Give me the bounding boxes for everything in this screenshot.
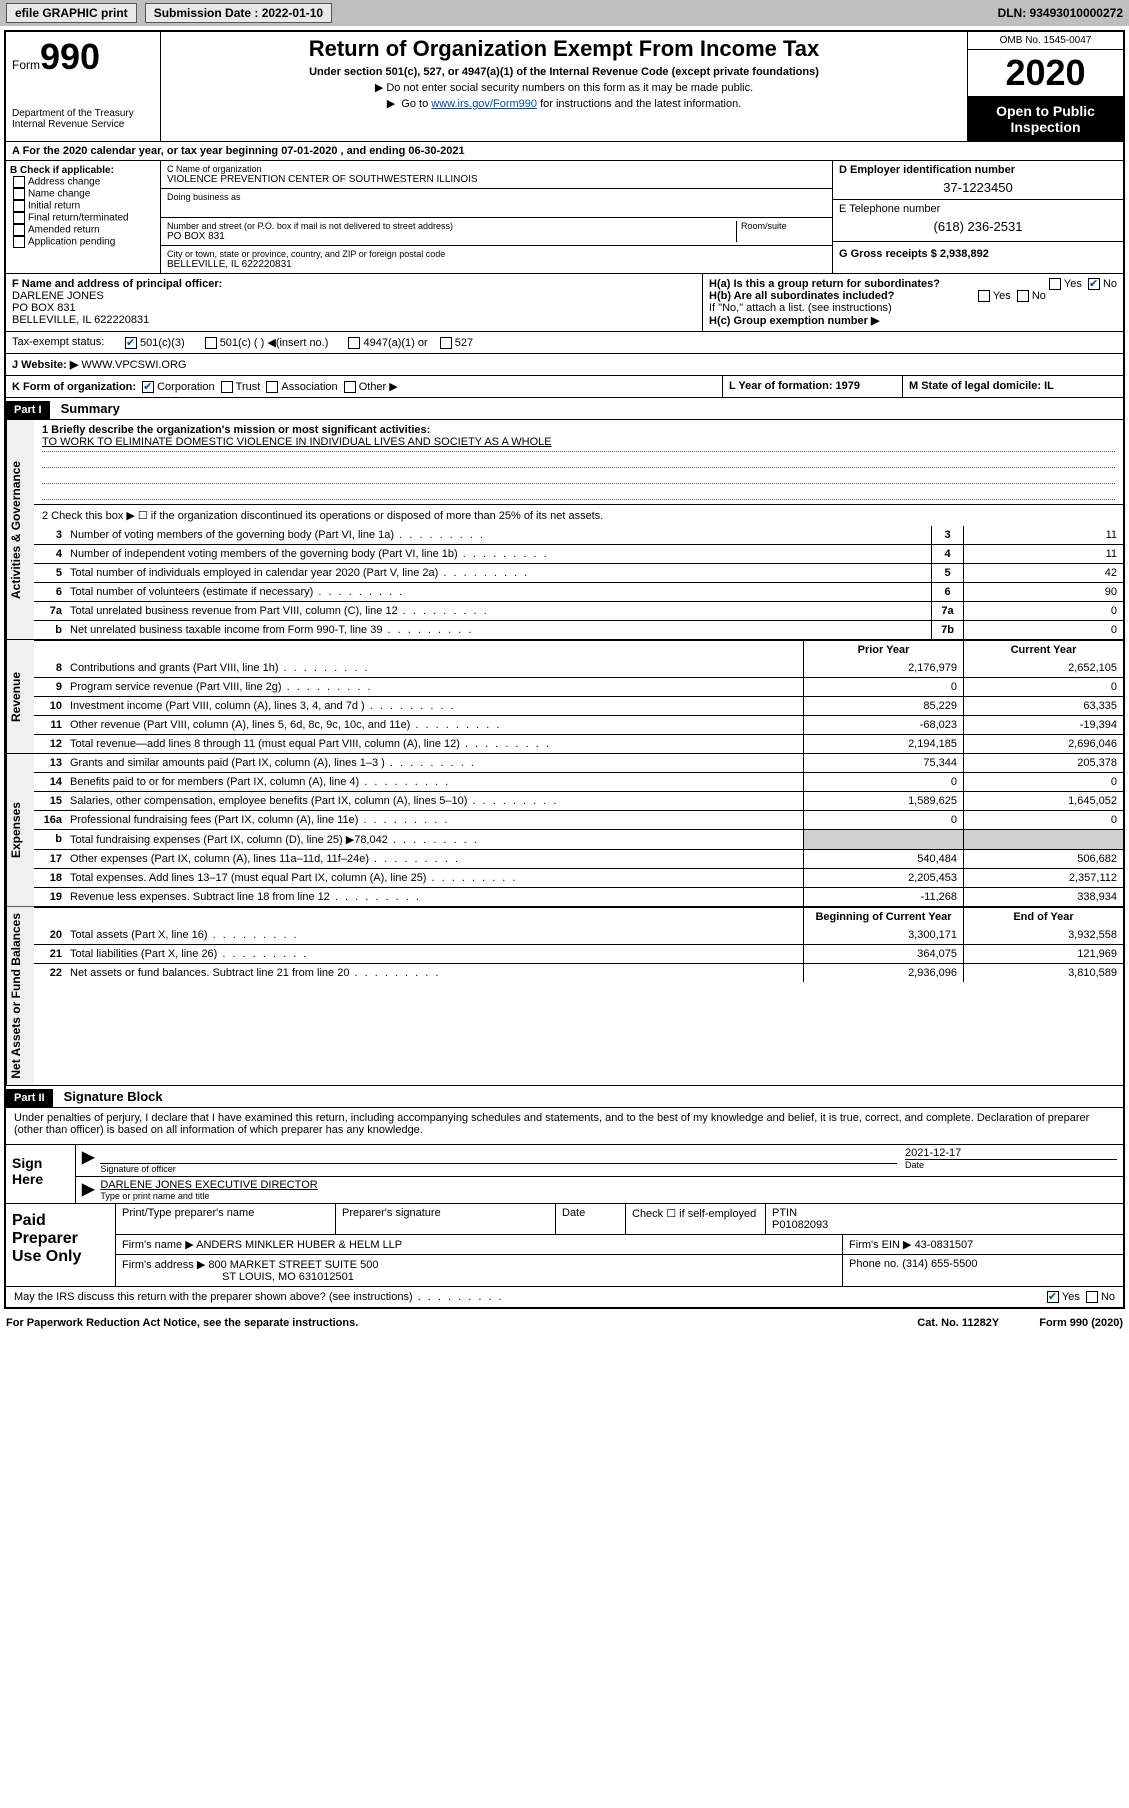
financial-line: bTotal fundraising expenses (Part IX, co… — [34, 829, 1123, 849]
gross-receipts: G Gross receipts $ 2,938,892 — [839, 248, 989, 260]
header-right: OMB No. 1545-0047 2020 Open to Public In… — [968, 32, 1123, 141]
tab-expenses: Expenses — [6, 754, 34, 906]
financial-line: 20Total assets (Part X, line 16)3,300,17… — [34, 926, 1123, 944]
checkbox-item[interactable]: Address change — [10, 176, 156, 188]
summary-line: bNet unrelated business taxable income f… — [34, 620, 1123, 639]
checkbox-item[interactable]: Name change — [10, 188, 156, 200]
checkbox-item[interactable]: Final return/terminated — [10, 212, 156, 224]
principal-officer: F Name and address of principal officer:… — [6, 274, 703, 331]
form-subtitle: Under section 501(c), 527, or 4947(a)(1)… — [167, 66, 961, 78]
financial-line: 8Contributions and grants (Part VIII, li… — [34, 659, 1123, 677]
financial-line: 14Benefits paid to or for members (Part … — [34, 772, 1123, 791]
page-footer: For Paperwork Reduction Act Notice, see … — [0, 1313, 1129, 1333]
checkbox-item[interactable]: Amended return — [10, 224, 156, 236]
irs-discuss-row: May the IRS discuss this return with the… — [6, 1286, 1123, 1307]
dept-treasury: Department of the Treasury — [12, 108, 154, 119]
part-2-header: Part II Signature Block — [6, 1085, 1123, 1107]
street-label: Number and street (or P.O. box if mail i… — [167, 221, 736, 231]
ein-label: D Employer identification number — [839, 164, 1117, 176]
checkbox-item[interactable]: Initial return — [10, 200, 156, 212]
section-governance: Activities & Governance 1 Briefly descri… — [6, 419, 1123, 639]
group-return: H(a) Is this a group return for subordin… — [703, 274, 1123, 331]
note-ssn: Do not enter social security numbers on … — [386, 82, 753, 94]
phone-value: (618) 236-2531 — [839, 215, 1117, 238]
summary-line: 6Total number of volunteers (estimate if… — [34, 582, 1123, 601]
financial-line: 11Other revenue (Part VIII, column (A), … — [34, 715, 1123, 734]
note-goto-prefix: Go to — [401, 98, 431, 110]
form-number: 990 — [40, 36, 100, 78]
header-center: Return of Organization Exempt From Incom… — [161, 32, 968, 141]
org-name-label: C Name of organization — [167, 164, 826, 174]
financial-line: 18Total expenses. Add lines 13–17 (must … — [34, 868, 1123, 887]
summary-line: 5Total number of individuals employed in… — [34, 563, 1123, 582]
top-toolbar: efile GRAPHIC print Submission Date : 20… — [0, 0, 1129, 26]
section-netassets: Net Assets or Fund Balances Beginning of… — [6, 906, 1123, 1085]
phone-label: E Telephone number — [839, 203, 1117, 215]
efile-graphic-button[interactable]: efile GRAPHIC print — [6, 3, 137, 23]
row-klm: K Form of organization: Corporation Trus… — [6, 375, 1123, 397]
column-d: D Employer identification number 37-1223… — [833, 161, 1123, 273]
section-bcd: B Check if applicable: Address changeNam… — [6, 160, 1123, 273]
financial-line: 19Revenue less expenses. Subtract line 1… — [34, 887, 1123, 906]
checkbox-item[interactable]: Application pending — [10, 236, 156, 248]
column-c: C Name of organization VIOLENCE PREVENTI… — [161, 161, 833, 273]
summary-line: 3Number of voting members of the governi… — [34, 526, 1123, 544]
part-1-header: Part I Summary — [6, 397, 1123, 419]
section-revenue: Revenue Prior YearCurrent Year 8Contribu… — [6, 639, 1123, 753]
form-header: Form 990 Department of the Treasury Inte… — [6, 32, 1123, 141]
org-name: VIOLENCE PREVENTION CENTER OF SOUTHWESTE… — [167, 174, 826, 185]
instructions-link[interactable]: www.irs.gov/Form990 — [431, 98, 537, 110]
financial-line: 22Net assets or fund balances. Subtract … — [34, 963, 1123, 982]
financial-line: 15Salaries, other compensation, employee… — [34, 791, 1123, 810]
signature-declaration: Under penalties of perjury, I declare th… — [6, 1107, 1123, 1144]
website-value: WWW.VPCSWI.ORG — [81, 359, 186, 371]
irs-label: Internal Revenue Service — [12, 119, 154, 130]
note-goto-suffix: for instructions and the latest informat… — [540, 98, 741, 110]
column-b: B Check if applicable: Address changeNam… — [6, 161, 161, 273]
ein-value: 37-1223450 — [839, 176, 1117, 199]
row-a-tax-year: A For the 2020 calendar year, or tax yea… — [6, 141, 1123, 160]
street-value: PO BOX 831 — [167, 231, 736, 242]
col-b-heading: B Check if applicable: — [10, 165, 156, 176]
website-row: J Website: ▶ WWW.VPCSWI.ORG — [6, 353, 1123, 375]
form-container: Form 990 Department of the Treasury Inte… — [4, 30, 1125, 1309]
financial-line: 9Program service revenue (Part VIII, lin… — [34, 677, 1123, 696]
city-label: City or town, state or province, country… — [167, 249, 826, 259]
financial-line: 17Other expenses (Part IX, column (A), l… — [34, 849, 1123, 868]
tab-governance: Activities & Governance — [6, 420, 34, 639]
tax-year: 2020 — [968, 50, 1123, 97]
financial-line: 12Total revenue—add lines 8 through 11 (… — [34, 734, 1123, 753]
submission-date-button[interactable]: Submission Date : 2022-01-10 — [145, 3, 332, 23]
open-public-badge: Open to Public Inspection — [968, 97, 1123, 141]
summary-line: 4Number of independent voting members of… — [34, 544, 1123, 563]
header-left: Form 990 Department of the Treasury Inte… — [6, 32, 161, 141]
financial-line: 10Investment income (Part VIII, column (… — [34, 696, 1123, 715]
tab-netassets: Net Assets or Fund Balances — [6, 907, 34, 1085]
room-label: Room/suite — [741, 221, 826, 231]
omb-number: OMB No. 1545-0047 — [968, 32, 1123, 50]
sign-here-block: Sign Here ▶ Signature of officer 2021-12… — [6, 1144, 1123, 1203]
dba-label: Doing business as — [167, 192, 826, 202]
mission-text: TO WORK TO ELIMINATE DOMESTIC VIOLENCE I… — [42, 436, 1115, 452]
section-expenses: Expenses 13Grants and similar amounts pa… — [6, 753, 1123, 906]
financial-line: 13Grants and similar amounts paid (Part … — [34, 754, 1123, 772]
paid-preparer-block: Paid Preparer Use Only Print/Type prepar… — [6, 1203, 1123, 1286]
financial-line: 16aProfessional fundraising fees (Part I… — [34, 810, 1123, 829]
summary-line: 7aTotal unrelated business revenue from … — [34, 601, 1123, 620]
tab-revenue: Revenue — [6, 640, 34, 753]
dln-label: DLN: 93493010000272 — [998, 6, 1123, 20]
form-title: Return of Organization Exempt From Incom… — [167, 36, 961, 62]
tax-exempt-row: Tax-exempt status: 501(c)(3) 501(c) ( ) … — [6, 331, 1123, 353]
row-fh: F Name and address of principal officer:… — [6, 273, 1123, 331]
financial-line: 21Total liabilities (Part X, line 26)364… — [34, 944, 1123, 963]
city-value: BELLEVILLE, IL 622220831 — [167, 259, 826, 270]
form-word: Form — [12, 58, 40, 72]
